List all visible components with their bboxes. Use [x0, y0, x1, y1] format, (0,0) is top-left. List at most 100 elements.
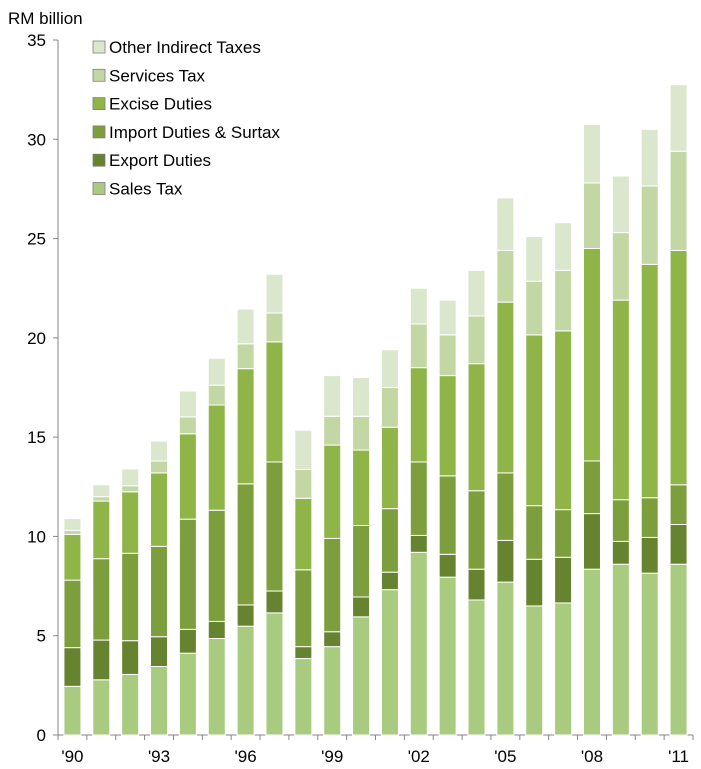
- y-tick-label: 5: [37, 627, 46, 646]
- y-axis-ticks: 0 5 10 15 20 25 30 35: [27, 31, 58, 745]
- bar-segment: [150, 460, 169, 474]
- legend-swatch: [92, 182, 106, 195]
- bar-segment: [207, 404, 226, 511]
- bar-segment: [380, 589, 399, 736]
- x-tick-label: '93: [148, 747, 170, 766]
- bar-segment: [236, 368, 255, 485]
- y-tick-label: 0: [37, 726, 46, 745]
- bar-segment: [150, 665, 169, 736]
- bar-segment: [352, 525, 371, 598]
- legend-label: Excise Duties: [109, 95, 212, 114]
- bar-segment: [611, 540, 630, 565]
- bar-segment: [323, 444, 342, 539]
- bar-segment: [265, 612, 284, 736]
- bar-segment: [380, 571, 399, 591]
- bar-segment: [496, 249, 515, 303]
- bar-segment: [525, 558, 544, 607]
- bar-segment: [92, 500, 111, 560]
- bar-segment: [207, 637, 226, 736]
- bar-segment: [294, 646, 313, 660]
- bar-segment: [178, 652, 197, 736]
- bar-segment: [669, 484, 688, 526]
- bar-segment: [207, 384, 226, 406]
- x-tick-label: '11: [668, 747, 689, 766]
- bar-segment: [496, 301, 515, 474]
- y-tick-label: 20: [27, 329, 46, 348]
- bar-segment: [207, 620, 226, 639]
- bar-segment: [323, 646, 342, 736]
- bar-segment: [63, 647, 82, 687]
- x-tick-label: '02: [408, 747, 430, 766]
- bar-segment: [669, 150, 688, 251]
- bar-segment: [640, 497, 659, 538]
- bar-segment: [525, 280, 544, 336]
- bar-segment: [63, 579, 82, 649]
- y-tick-label: 10: [27, 527, 46, 546]
- bar-segment: [352, 596, 371, 618]
- bar-segment: [582, 568, 601, 736]
- bar-segment: [92, 639, 111, 681]
- bar-segment: [265, 341, 284, 463]
- bar-segment: [438, 334, 457, 377]
- legend-swatch: [92, 68, 106, 82]
- bar-segment: [150, 636, 169, 668]
- bar-segment: [409, 461, 428, 536]
- bar-segment: [467, 599, 486, 736]
- bar-segment: [236, 343, 255, 370]
- bar-segment: [496, 581, 515, 736]
- legend-label: Other Indirect Taxes: [109, 38, 261, 57]
- y-unit-label: RM billion: [8, 9, 83, 28]
- bar-segment: [554, 602, 573, 736]
- bar-segment: [352, 377, 371, 417]
- bar-segment: [438, 553, 457, 578]
- bar-segment: [467, 568, 486, 601]
- bar-segment: [121, 468, 140, 487]
- bar-segment: [525, 334, 544, 507]
- bar-segment: [207, 509, 226, 622]
- bar-segment: [323, 631, 342, 648]
- bar-segment: [582, 248, 601, 462]
- bar-segment: [207, 357, 226, 386]
- x-tick-label: '90: [61, 747, 83, 766]
- bar-segment: [640, 263, 659, 499]
- bar-segment: [525, 236, 544, 282]
- y-tick-label: 35: [27, 31, 46, 50]
- bar-segment: [467, 490, 486, 570]
- bar-segment: [121, 491, 140, 554]
- bar-segment: [438, 475, 457, 555]
- bar-segment: [236, 483, 255, 606]
- bar-segment: [380, 426, 399, 510]
- y-tick-label: 30: [27, 130, 46, 149]
- bar-segment: [467, 315, 486, 365]
- bar-segment: [438, 375, 457, 477]
- bar-segment: [63, 685, 82, 736]
- bar-segment: [236, 308, 255, 345]
- bar-segment: [323, 415, 342, 446]
- bar-segment: [669, 84, 688, 152]
- x-tick-label: '99: [321, 747, 343, 766]
- bar-segment: [178, 433, 197, 520]
- bar-segment: [294, 429, 313, 471]
- bar-segment: [150, 472, 169, 547]
- bar-segment: [265, 461, 284, 592]
- bar-segment: [525, 605, 544, 736]
- bar-segment: [352, 616, 371, 736]
- bar-segment: [409, 367, 428, 463]
- bar-segment: [294, 497, 313, 571]
- bar-segment: [496, 539, 515, 583]
- bar-segment: [380, 508, 399, 573]
- bar-segment: [582, 182, 601, 249]
- bar-segment: [265, 312, 284, 343]
- legend-label: Import Duties & Surtax: [109, 123, 281, 142]
- bar-segment: [265, 273, 284, 314]
- bar-segment: [582, 513, 601, 570]
- bar-segment: [294, 658, 313, 736]
- bar-segment: [121, 673, 140, 736]
- bar-segment: [380, 387, 399, 428]
- bar-segment: [92, 496, 111, 502]
- bar-segment: [92, 484, 111, 498]
- bar-segment: [323, 375, 342, 417]
- bar-segment: [669, 524, 688, 565]
- bar-segment: [294, 569, 313, 648]
- bar-segment: [294, 469, 313, 499]
